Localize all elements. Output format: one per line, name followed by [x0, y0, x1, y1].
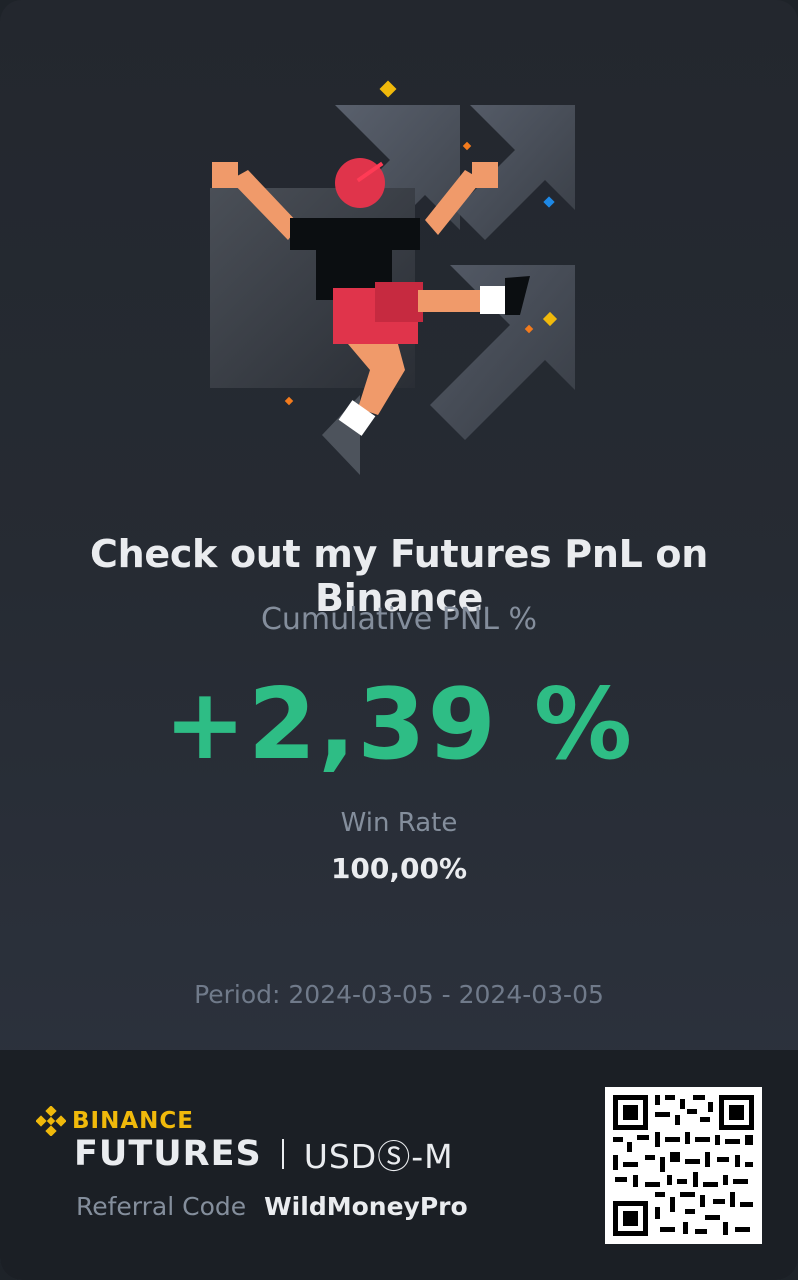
- binance-logo-icon: [36, 1106, 66, 1136]
- share-headline: Check out my Futures PnL on Binance: [90, 532, 708, 620]
- product-divider: [281, 1139, 284, 1169]
- referral-code-value: WildMoneyPro: [264, 1192, 468, 1221]
- period-range: Period: 2024-03-05 - 2024-03-05: [194, 980, 604, 1009]
- pnl-label: Cumulative PNL %: [260, 602, 538, 637]
- referral-row: Referral Code WildMoneyPro: [76, 1192, 468, 1221]
- referral-code-label: Referral Code: [76, 1192, 247, 1221]
- qr-code-icon: [605, 1087, 762, 1244]
- win-rate-value: 100,00%: [330, 852, 468, 885]
- pnl-percentage-value: +2,39 %: [163, 668, 635, 782]
- win-rate-label: Win Rate: [340, 808, 458, 838]
- futures-wordmark: FUTURES: [74, 1134, 262, 1174]
- binance-wordmark: BINANCE: [72, 1108, 194, 1134]
- usdm-market-label: USDⓈ-M: [303, 1137, 454, 1176]
- binance-brand: BINANCE: [36, 1106, 194, 1136]
- footer-bar: BINANCE FUTURES USDⓈ-M Referral Code Wil…: [0, 1050, 798, 1280]
- product-row: FUTURES USDⓈ-M: [74, 1130, 454, 1178]
- futures-trader-illustration: [210, 80, 575, 475]
